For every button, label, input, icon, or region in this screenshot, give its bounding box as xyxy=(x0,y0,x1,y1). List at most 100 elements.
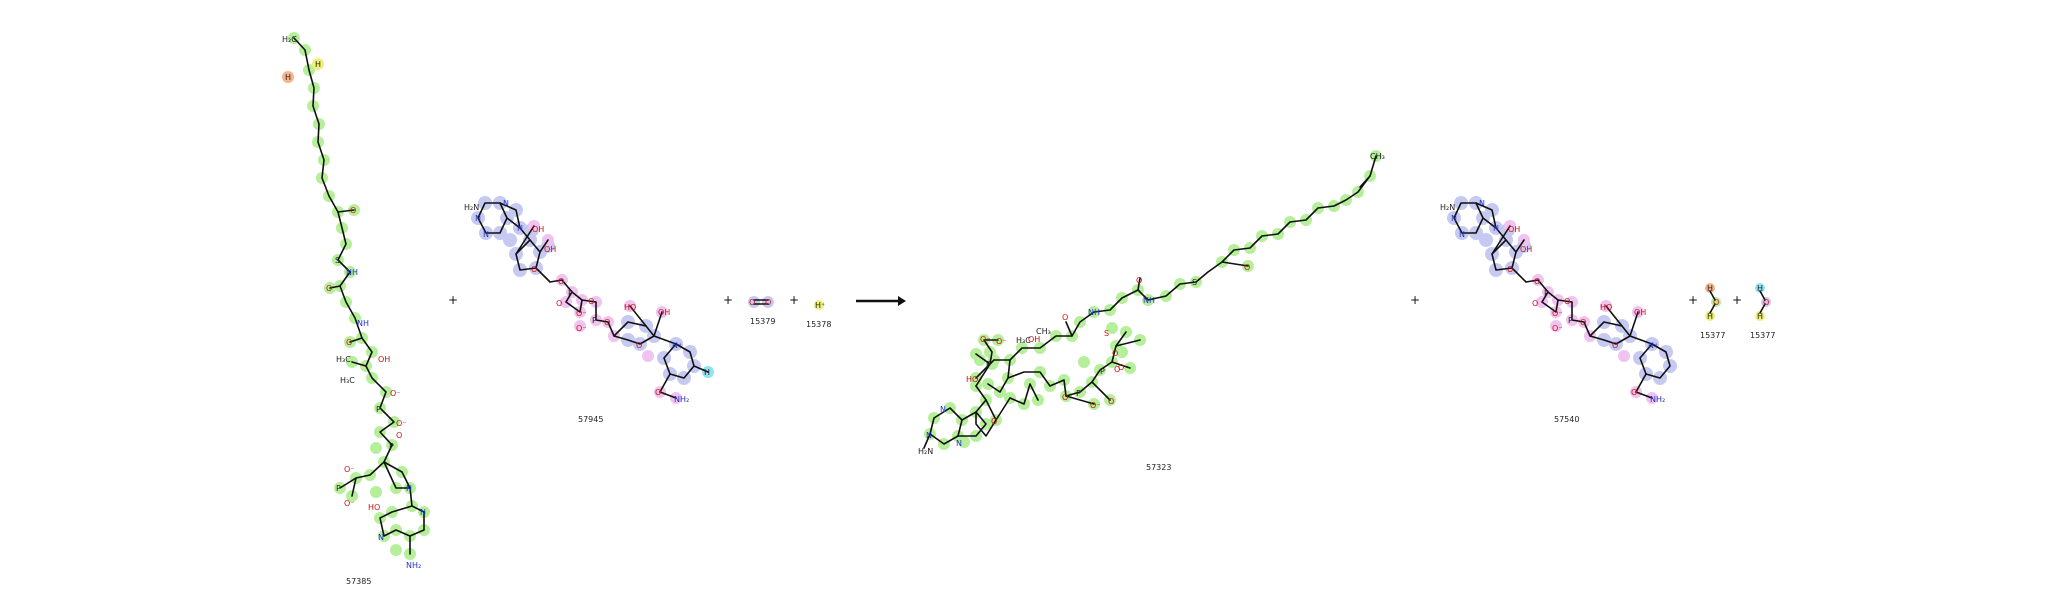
plus-operator: + xyxy=(1732,293,1742,307)
atom-label-o: O xyxy=(1612,341,1618,350)
atom-label-n: N xyxy=(378,533,384,542)
atom-label-nh2: NH₂ xyxy=(406,561,421,570)
compound-id-15378: 15378 xyxy=(806,320,831,329)
atom-label-o: O xyxy=(1507,265,1513,274)
atom-label-o-minus: O⁻ xyxy=(996,337,1007,346)
plus-operator: + xyxy=(789,293,799,307)
molecule-15378: H⁺ 15378 xyxy=(806,300,831,329)
atom-label-h-plus: H⁺ xyxy=(815,301,825,310)
atom-label-ho: HO xyxy=(624,303,636,312)
atom-label-h: H xyxy=(704,368,710,377)
atom-label-n: N xyxy=(940,405,946,414)
atom-label-o: O xyxy=(558,277,564,286)
atom-label-h: H xyxy=(1757,284,1763,293)
molecule-15377: H O H 15377 xyxy=(1750,283,1775,340)
atom-label-o: O xyxy=(1532,299,1538,308)
atom-label-o: O xyxy=(1534,277,1540,286)
molecule-15377: H O H 15377 xyxy=(1700,283,1725,340)
atom-label-n: N xyxy=(1451,214,1457,223)
atom-label-p: P xyxy=(389,442,394,451)
atom-label-p: P xyxy=(986,360,991,369)
atom-label-o: O xyxy=(396,431,402,440)
atom-label-o-minus: O⁻ xyxy=(576,309,587,318)
atom-label-o: O xyxy=(636,341,642,350)
atom-label-ch3: CH₃ xyxy=(1370,152,1385,161)
atom-label-o: O xyxy=(765,298,771,307)
atom-label-h3c: H₃C xyxy=(1016,336,1031,345)
atom-label-oh: OH xyxy=(532,225,544,234)
molecule-57385: H₂C H H O S NH O NH O H₃C OH H₃C P O⁻ O⁻… xyxy=(282,32,430,586)
molecule-15379: O O 15379 xyxy=(748,296,775,326)
atom-label-o: O xyxy=(1580,318,1586,327)
atom-label-h3c: H₃C xyxy=(336,355,351,364)
atom-label-nh2: NH₂ xyxy=(1650,395,1665,404)
atom-label-s: S xyxy=(1104,329,1109,338)
atom-label-nh2: NH₂ xyxy=(674,395,689,404)
compound-id-15379: 15379 xyxy=(750,317,775,326)
plus-operator: + xyxy=(723,293,733,307)
atom-label-p: P xyxy=(376,405,381,414)
atom-label-h: H xyxy=(1707,284,1713,293)
atom-label-n-plus: N⁺ xyxy=(1648,341,1658,350)
atom-label-o: O xyxy=(1564,297,1570,306)
atom-label-o-minus: O⁻ xyxy=(396,419,407,428)
plus-operator: + xyxy=(448,293,458,307)
reaction-arrow xyxy=(856,296,906,306)
plus-operator: + xyxy=(1410,293,1420,307)
atom-label-o: O xyxy=(588,297,594,306)
atom-label-o-minus: O⁻ xyxy=(1552,309,1563,318)
atom-label-n-plus: N⁺ xyxy=(672,341,682,350)
atom-label-o: O xyxy=(1062,313,1068,322)
atom-label-n: N xyxy=(420,508,426,517)
atom-label-o: O xyxy=(350,206,356,215)
atom-label-oh: OH xyxy=(378,355,390,364)
molecule-57540: H₂N N N N N OH OH O O P O O⁻ O P O⁻ O HO… xyxy=(1440,196,1677,424)
atom-label-s: S xyxy=(335,256,340,265)
atom-label-o: O xyxy=(655,388,661,397)
atom-label-oh: OH xyxy=(544,245,556,254)
atom-label-ho: HO xyxy=(1600,303,1612,312)
atom-label-n: N xyxy=(1479,199,1485,208)
atom-label-ho: HO xyxy=(368,503,380,512)
atom-label-h3c: H₃C xyxy=(340,376,355,385)
atom-label-o: O xyxy=(531,265,537,274)
atom-label-o-minus: O⁻ xyxy=(1090,401,1101,410)
atom-label-h: H xyxy=(1757,312,1763,321)
atom-label-o: O xyxy=(1136,276,1142,285)
atom-label-p: P xyxy=(1544,289,1549,298)
plus-operator: + xyxy=(1688,293,1698,307)
atom-label-o: O xyxy=(1713,298,1719,307)
atom-label-p: P xyxy=(568,289,573,298)
atom-label-h2n: H₂N xyxy=(1440,203,1455,212)
atom-label-n: N xyxy=(956,439,962,448)
atom-label-o-minus: O⁻ xyxy=(980,335,991,344)
atom-label-n: N xyxy=(1493,224,1499,233)
atom-label-o: O xyxy=(991,417,997,426)
atom-label-p: P xyxy=(592,316,597,325)
atom-label-h2n: H₂N xyxy=(918,447,933,456)
atom-label-oh: OH xyxy=(1028,335,1040,344)
atom-label-p: P xyxy=(1076,389,1081,398)
atom-label-o-minus: O⁻ xyxy=(390,389,401,398)
atom-label-h2c: H₂C xyxy=(282,35,297,44)
atom-label-p: P xyxy=(1100,367,1105,376)
compound-id-57540: 57540 xyxy=(1554,415,1579,424)
atom-label-o: O xyxy=(1631,388,1637,397)
atom-label-o-minus: O⁻ xyxy=(1118,363,1129,372)
atom-label-nh: NH xyxy=(1088,308,1100,317)
atom-label-o: O xyxy=(604,318,610,327)
atom-label-oh: OH xyxy=(1634,308,1646,317)
atom-label-h2n: H₂N xyxy=(464,203,479,212)
atom-label-h: H xyxy=(1707,312,1713,321)
atom-label-o: O xyxy=(749,298,755,307)
atom-label-h: H xyxy=(315,60,321,69)
atom-label-ch3: CH₃ xyxy=(1036,327,1051,336)
atom-label-p: P xyxy=(336,484,341,493)
atom-label-n: N xyxy=(926,431,932,440)
atom-label-o-minus: O⁻ xyxy=(1552,324,1563,333)
atom-label-o-minus: O⁻ xyxy=(344,465,355,474)
atom-label-n: N xyxy=(406,484,412,493)
compound-id-57385: 57385 xyxy=(346,577,371,586)
atom-label-o: O xyxy=(1763,298,1769,307)
atom-label-oh: OH xyxy=(658,308,670,317)
